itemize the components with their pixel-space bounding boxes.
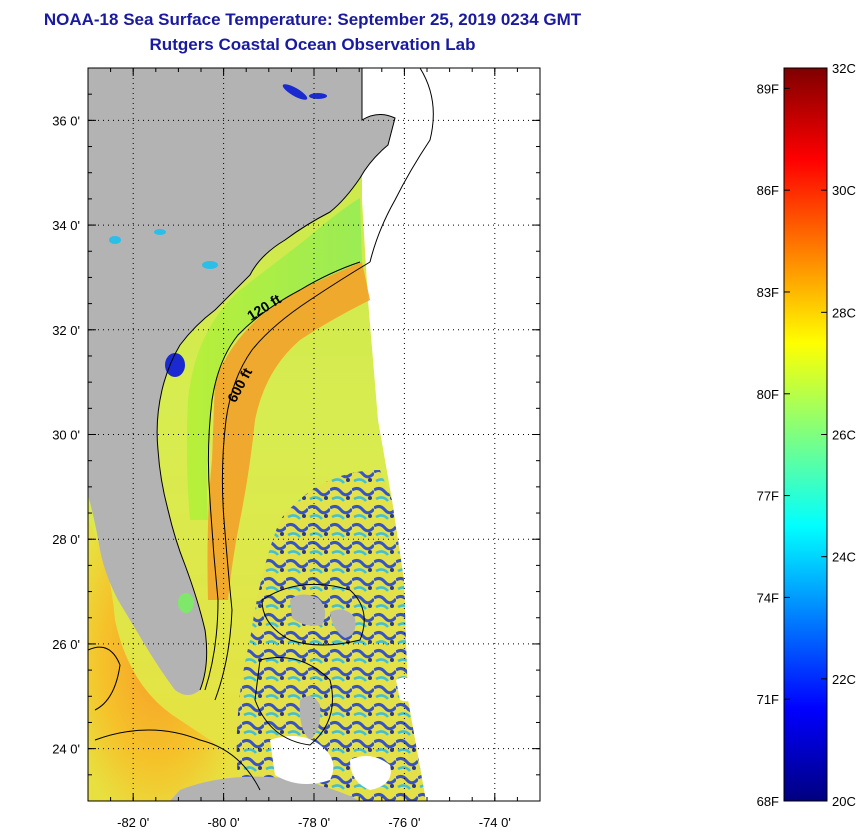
fahrenheit-ticks: 68F 71F 74F 77F 80F 83F 86F 89F xyxy=(757,81,790,809)
coastline-outline xyxy=(156,68,396,691)
longitude-axis: -82 0' -80 0' -78 0' -76 0' -74 0' xyxy=(87,68,541,830)
fahrenheit-tick-label: 77F xyxy=(757,489,779,504)
fahrenheit-tick-label: 74F xyxy=(757,590,779,605)
gulf-stream-warm-band xyxy=(207,262,370,600)
gulf-warm-pool xyxy=(88,520,240,801)
y-tick-label: 36 0' xyxy=(52,113,80,128)
land-cuba xyxy=(170,776,360,801)
latitude-axis: 24 0' 26 0' 28 0' 30 0' 32 0' 34 0' 36 0' xyxy=(52,67,540,802)
y-tick-label: 34 0' xyxy=(52,218,80,233)
cloud-patch xyxy=(396,677,418,702)
cloud-patch xyxy=(350,756,391,790)
shelf-water xyxy=(186,198,362,520)
y-tick-label: 26 0' xyxy=(52,637,80,652)
celsius-tick-label: 22C xyxy=(832,672,856,687)
offshore-contour xyxy=(369,68,434,263)
bahamas-contour xyxy=(254,583,365,746)
contour-120ft xyxy=(204,261,361,691)
map-subtitle: Rutgers Coastal Ocean Observation Lab xyxy=(149,35,476,54)
celsius-tick-label: 24C xyxy=(832,550,856,565)
y-tick-label: 32 0' xyxy=(52,323,80,338)
x-tick-label: -74 0' xyxy=(479,815,511,830)
y-tick-label: 28 0' xyxy=(52,532,80,547)
graticule xyxy=(88,68,540,801)
fahrenheit-tick-label: 71F xyxy=(757,692,779,707)
gulf-contour xyxy=(88,646,261,791)
celsius-tick-label: 28C xyxy=(832,305,856,320)
fahrenheit-tick-label: 80F xyxy=(757,387,779,402)
x-tick-label: -76 0' xyxy=(388,815,420,830)
x-tick-label: -78 0' xyxy=(298,815,330,830)
land-us-southeast xyxy=(88,68,395,695)
y-tick-label: 24 0' xyxy=(52,742,80,757)
celsius-tick-label: 20C xyxy=(832,794,856,809)
contour-600ft xyxy=(214,261,371,701)
land-bahamas xyxy=(290,594,326,626)
land-bahamas-2 xyxy=(330,609,356,638)
colorbar-scale xyxy=(783,67,828,802)
x-tick-label: -80 0' xyxy=(208,815,240,830)
y-tick-label: 30 0' xyxy=(52,428,80,443)
fahrenheit-tick-label: 86F xyxy=(757,183,779,198)
fahrenheit-tick-label: 68F xyxy=(757,794,779,809)
celsius-ticks: 20C 22C 24C 26C 28C 30C 32C xyxy=(821,61,856,809)
fahrenheit-tick-label: 89F xyxy=(757,81,779,96)
map-title: NOAA-18 Sea Surface Temperature: Septemb… xyxy=(43,10,582,29)
fahrenheit-tick-label: 83F xyxy=(757,285,779,300)
land-andros xyxy=(299,696,321,740)
x-tick-label: -82 0' xyxy=(117,815,149,830)
celsius-tick-label: 30C xyxy=(832,183,856,198)
celsius-tick-label: 32C xyxy=(832,61,856,76)
cloud-patch xyxy=(270,736,334,784)
cloud-speckle-region xyxy=(236,470,426,801)
celsius-tick-label: 26C xyxy=(832,428,856,443)
